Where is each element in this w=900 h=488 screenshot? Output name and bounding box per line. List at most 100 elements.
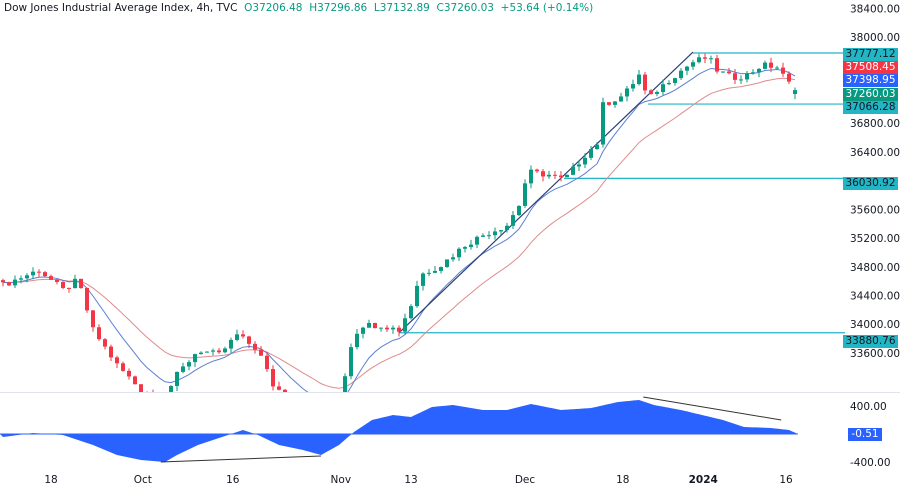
- candle-body: [373, 322, 377, 329]
- candle: [211, 348, 215, 356]
- candle-body: [61, 281, 65, 288]
- candle-body: [553, 174, 557, 176]
- candle: [43, 271, 47, 277]
- price-axis-tick-label: 35200.00: [850, 233, 900, 245]
- candle-body: [733, 73, 737, 80]
- candle-body: [727, 71, 731, 74]
- candle-body: [523, 183, 527, 206]
- price-tag: 37777.12: [843, 48, 898, 61]
- candle-body: [223, 348, 227, 353]
- candle-body: [787, 73, 791, 82]
- candle-body: [157, 393, 161, 398]
- candle: [103, 337, 107, 350]
- candle: [577, 160, 581, 172]
- candle-body: [793, 90, 797, 94]
- candle-body: [43, 272, 47, 277]
- candle-body: [97, 327, 101, 340]
- candle: [205, 351, 209, 353]
- time-axis-tick-label: Dec: [515, 474, 536, 486]
- candle-body: [163, 398, 167, 399]
- candle: [325, 407, 329, 422]
- candle: [265, 351, 269, 372]
- candle: [451, 253, 455, 262]
- divergence-line: [643, 396, 782, 421]
- candle-body: [745, 73, 749, 80]
- candle: [301, 404, 305, 413]
- candle: [37, 269, 41, 277]
- candle-body: [421, 273, 425, 286]
- candle: [439, 266, 443, 274]
- candle: [697, 53, 701, 64]
- candle-body: [295, 402, 299, 405]
- candle: [571, 162, 575, 176]
- candle: [751, 69, 755, 75]
- candle: [13, 275, 17, 289]
- close-value: C37260.03: [436, 2, 494, 14]
- candle-body: [679, 70, 683, 79]
- candle: [667, 80, 671, 86]
- candle: [691, 59, 695, 70]
- candle-body: [19, 278, 23, 280]
- candle-body: [289, 397, 293, 402]
- candle-body: [451, 257, 455, 260]
- candle: [463, 245, 467, 253]
- candle: [235, 329, 239, 342]
- candle: [229, 337, 233, 354]
- price-axis-tick-label: 34400.00: [850, 290, 900, 302]
- divergence-line: [160, 455, 322, 463]
- candle-body: [211, 350, 215, 352]
- candle-body: [109, 346, 113, 358]
- candle: [55, 278, 59, 285]
- candle: [649, 89, 653, 95]
- price-tag: 37508.45: [843, 61, 898, 74]
- candle-body: [325, 409, 329, 421]
- candle-body: [547, 174, 551, 177]
- candle: [517, 205, 521, 217]
- candle-body: [565, 174, 569, 178]
- candle-body: [433, 270, 437, 273]
- candle-body: [661, 84, 665, 93]
- candle-body: [187, 362, 191, 367]
- candle: [367, 319, 371, 328]
- price-tag: 33880.76: [843, 335, 898, 348]
- candle-body: [241, 334, 245, 337]
- candle-body: [445, 259, 449, 268]
- candle-body: [721, 71, 725, 73]
- candle: [775, 65, 779, 70]
- candle: [457, 247, 461, 261]
- price-axis-tick-label: 35600.00: [850, 204, 900, 216]
- candle-body: [613, 101, 617, 105]
- candle: [409, 304, 413, 320]
- candle-body: [73, 278, 77, 289]
- candle-body: [133, 376, 137, 385]
- candle-body: [181, 366, 185, 372]
- candle: [613, 101, 617, 108]
- candle: [583, 153, 587, 169]
- candle-body: [781, 67, 785, 74]
- candle-body: [583, 157, 587, 165]
- candle: [499, 230, 503, 236]
- candle-body: [631, 84, 635, 89]
- candle: [781, 62, 785, 77]
- candle: [319, 415, 323, 425]
- candle: [403, 313, 407, 335]
- candle: [727, 67, 731, 75]
- candle: [661, 79, 665, 95]
- candle-body: [319, 416, 323, 421]
- candle-body: [91, 310, 95, 328]
- candle-body: [391, 327, 395, 330]
- candle-body: [439, 267, 443, 271]
- candle-body: [589, 149, 593, 158]
- candle-body: [655, 92, 659, 94]
- candle: [565, 174, 569, 178]
- price-tag: 37398.95: [843, 74, 898, 87]
- candle-body: [139, 384, 143, 392]
- candle-body: [595, 144, 599, 150]
- time-axis-tick-label: 18: [616, 474, 629, 486]
- candle-body: [559, 175, 563, 178]
- candle: [553, 170, 557, 179]
- candle-body: [571, 166, 575, 175]
- candle: [241, 330, 245, 339]
- candle-body: [259, 349, 263, 356]
